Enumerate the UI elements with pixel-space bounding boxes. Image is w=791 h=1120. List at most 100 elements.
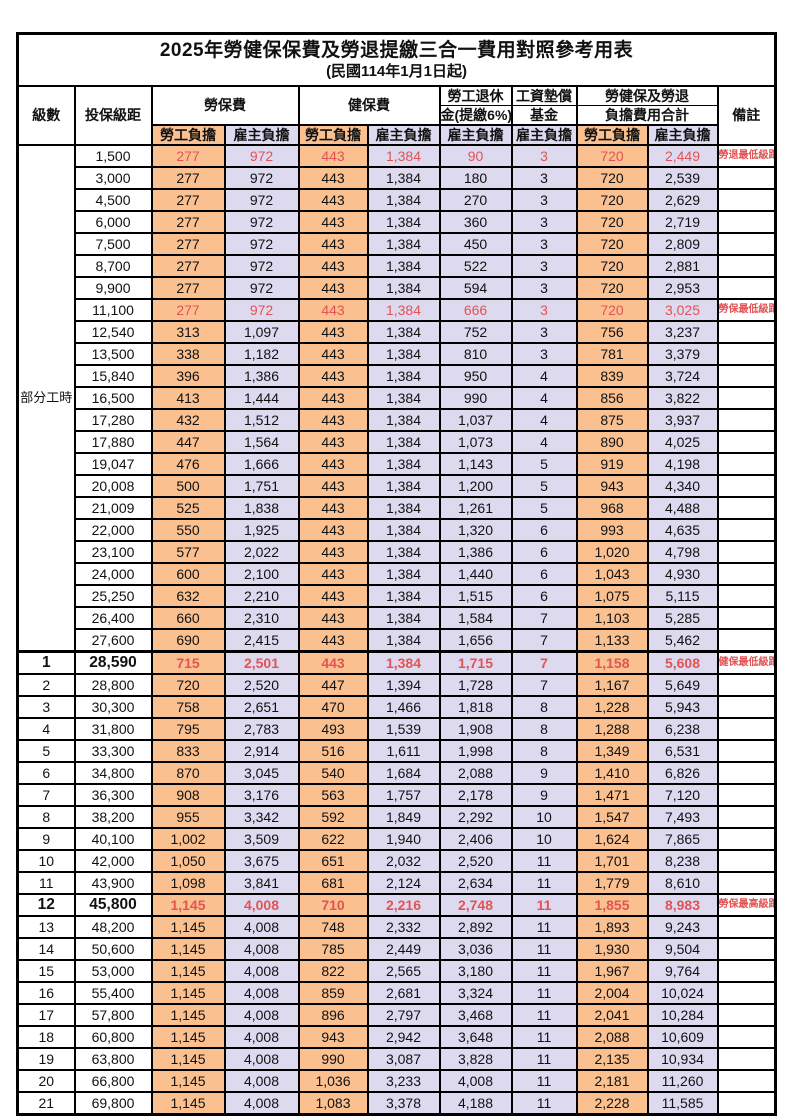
table-row: 19 63,800 1,145 4,008 990 3,087 3,828 11 2,135 10… bbox=[16, 1047, 777, 1071]
cell-total_employee: 720 bbox=[575, 188, 649, 212]
cell-health_employer: 1,466 bbox=[366, 695, 441, 719]
cell-level: 15 bbox=[16, 959, 76, 983]
cell-pension_employer: 2,892 bbox=[438, 915, 513, 939]
table-row: 24,000 600 2,100 443 1,384 1,440 6 1,043 4,930 bbox=[18, 562, 777, 586]
cell-health_employer: 1,384 bbox=[366, 166, 441, 190]
cell-level: 20 bbox=[16, 1069, 76, 1093]
cell-labor_employer: 1,751 bbox=[223, 474, 300, 498]
cell-remark: 健保最低級距 bbox=[716, 650, 777, 675]
cell-level: 1 bbox=[16, 650, 76, 675]
cell-fund_employer: 11 bbox=[510, 1003, 578, 1027]
cell-bracket: 45,800 bbox=[73, 893, 153, 917]
cell-pension_employer: 450 bbox=[438, 232, 513, 256]
table-row: 11 43,900 1,098 3,841 681 2,124 2,634 11 1,779 8,… bbox=[16, 871, 777, 895]
cell-bracket: 25,250 bbox=[73, 584, 153, 608]
cell-bracket: 48,200 bbox=[73, 915, 153, 939]
cell-health_employer: 1,394 bbox=[366, 673, 441, 697]
cell-total_employer: 4,635 bbox=[646, 518, 719, 542]
cell-remark bbox=[716, 1091, 777, 1116]
col-header-health-insurance: 健保費 bbox=[297, 85, 441, 126]
cell-bracket: 16,500 bbox=[73, 386, 153, 410]
cell-level: 9 bbox=[16, 827, 76, 851]
cell-pension_employer: 990 bbox=[438, 386, 513, 410]
cell-labor_employer: 4,008 bbox=[223, 1047, 300, 1071]
cell-labor_employer: 3,342 bbox=[223, 805, 300, 829]
cell-labor_employer: 2,651 bbox=[223, 695, 300, 719]
cell-pension_employer: 4,008 bbox=[438, 1069, 513, 1093]
cell-total_employer: 5,462 bbox=[646, 628, 719, 653]
cell-health_employer: 1,384 bbox=[366, 188, 441, 212]
title-cell: 2025年勞健保保費及勞退提繳三合一費用對照參考用表 (民國114年1月1日起) bbox=[16, 32, 777, 87]
cell-health_employer: 1,384 bbox=[366, 430, 441, 454]
cell-labor_employer: 3,045 bbox=[223, 761, 300, 785]
table-row: 26,400 660 2,310 443 1,384 1,584 7 1,103 5,285 bbox=[18, 606, 777, 630]
cell-total_employee: 2,135 bbox=[575, 1047, 649, 1071]
cell-total_employer: 7,865 bbox=[646, 827, 719, 851]
cell-health_employer: 1,384 bbox=[366, 254, 441, 278]
cell-labor_employee: 413 bbox=[150, 386, 226, 410]
cell-total_employee: 1,167 bbox=[575, 673, 649, 697]
cell-labor_employer: 3,675 bbox=[223, 849, 300, 873]
table-row: 12,540 313 1,097 443 1,384 752 3 756 3,237 bbox=[18, 320, 777, 344]
cell-pension_employer: 2,178 bbox=[438, 783, 513, 807]
cell-labor_employer: 4,008 bbox=[223, 959, 300, 983]
cell-remark bbox=[716, 342, 777, 366]
cell-labor_employer: 2,210 bbox=[223, 584, 300, 608]
cell-labor_employer: 2,100 bbox=[223, 562, 300, 586]
cell-fund_employer: 3 bbox=[510, 254, 578, 278]
cell-health_employer: 1,384 bbox=[366, 298, 441, 322]
cell-labor_employer: 972 bbox=[223, 276, 300, 300]
cell-health_employee: 443 bbox=[297, 430, 369, 454]
cell-total_employer: 6,531 bbox=[646, 739, 719, 763]
cell-health_employer: 1,539 bbox=[366, 717, 441, 741]
cell-health_employee: 493 bbox=[297, 717, 369, 741]
cell-labor_employee: 476 bbox=[150, 452, 226, 476]
table-row: 8,700 277 972 443 1,384 522 3 720 2,881 bbox=[18, 254, 777, 278]
cell-health_employee: 443 bbox=[297, 496, 369, 520]
cell-bracket: 30,300 bbox=[73, 695, 153, 719]
cell-bracket: 12,540 bbox=[73, 320, 153, 344]
cell-level: 8 bbox=[16, 805, 76, 829]
cell-total_employee: 1,133 bbox=[575, 628, 649, 653]
cell-labor_employee: 277 bbox=[150, 166, 226, 190]
cell-total_employee: 1,547 bbox=[575, 805, 649, 829]
table-row: 27,600 690 2,415 443 1,384 1,656 7 1,133 5,462 bbox=[18, 628, 777, 653]
cell-labor_employee: 795 bbox=[150, 717, 226, 741]
cell-remark bbox=[716, 849, 777, 873]
cell-pension_employer: 3,324 bbox=[438, 981, 513, 1005]
cell-bracket: 53,000 bbox=[73, 959, 153, 983]
cell-remark bbox=[716, 717, 777, 741]
cell-labor_employer: 4,008 bbox=[223, 1069, 300, 1093]
cell-total_employer: 4,025 bbox=[646, 430, 719, 454]
cell-total_employer: 2,881 bbox=[646, 254, 719, 278]
cell-remark bbox=[716, 364, 777, 388]
cell-health_employer: 1,384 bbox=[366, 320, 441, 344]
cell-fund_employer: 4 bbox=[510, 430, 578, 454]
cell-labor_employer: 2,310 bbox=[223, 606, 300, 630]
cell-total_employee: 993 bbox=[575, 518, 649, 542]
cell-remark bbox=[716, 276, 777, 300]
cell-bracket: 7,500 bbox=[73, 232, 153, 256]
cell-total_employee: 1,158 bbox=[575, 650, 649, 675]
cell-fund_employer: 11 bbox=[510, 849, 578, 873]
cell-total_employee: 1,075 bbox=[575, 584, 649, 608]
cell-bracket: 9,900 bbox=[73, 276, 153, 300]
cell-fund_employer: 7 bbox=[510, 650, 578, 675]
col-header-wage-fund-line1: 工資墊償 bbox=[510, 85, 578, 106]
table-row: 15,840 396 1,386 443 1,384 950 4 839 3,724 bbox=[18, 364, 777, 388]
cell-health_employee: 447 bbox=[297, 673, 369, 697]
cell-bracket: 40,100 bbox=[73, 827, 153, 851]
cell-health_employee: 443 bbox=[297, 254, 369, 278]
cell-bracket: 27,600 bbox=[73, 628, 153, 653]
cell-level: 4 bbox=[16, 717, 76, 741]
cell-total_employer: 10,609 bbox=[646, 1025, 719, 1049]
cell-labor_employer: 2,520 bbox=[223, 673, 300, 697]
cell-remark bbox=[716, 1069, 777, 1093]
cell-health_employer: 1,384 bbox=[366, 452, 441, 476]
cell-fund_employer: 5 bbox=[510, 452, 578, 476]
cell-total_employer: 4,198 bbox=[646, 452, 719, 476]
table-row: 23,100 577 2,022 443 1,384 1,386 6 1,020 4,798 bbox=[18, 540, 777, 564]
cell-total_employee: 1,471 bbox=[575, 783, 649, 807]
cell-bracket: 66,800 bbox=[73, 1069, 153, 1093]
cell-labor_employer: 972 bbox=[223, 232, 300, 256]
